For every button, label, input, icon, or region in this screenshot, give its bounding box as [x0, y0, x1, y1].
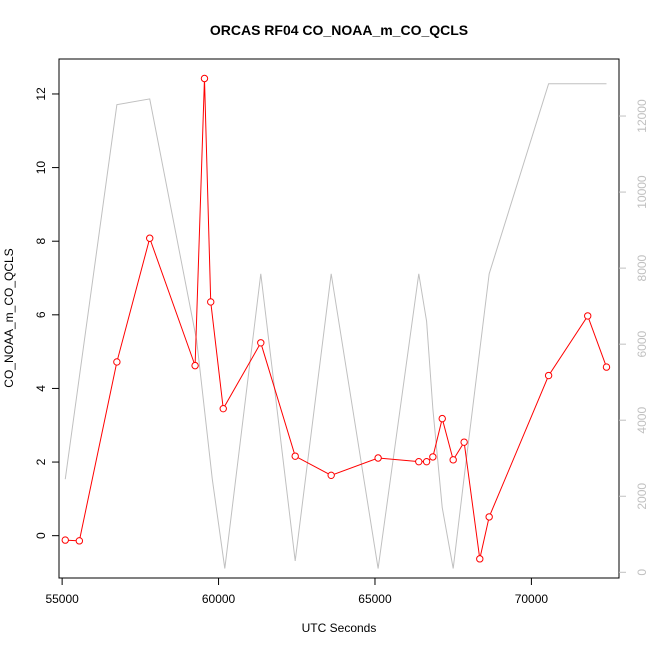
data-point	[544, 371, 553, 380]
data-point	[113, 358, 121, 366]
x-axis-label: UTC Seconds	[302, 621, 377, 635]
data-point	[460, 438, 468, 446]
x-tick-label: 70000	[515, 592, 549, 606]
data-point	[422, 457, 431, 466]
data-point	[219, 404, 227, 413]
y-tick-label: 2	[34, 458, 48, 465]
plot-area: 55000 60000 65000 70000 0 2 4 6 8 10 12 0 2000 4000 60…	[34, 58, 649, 606]
y-tick-label: 8	[34, 238, 48, 245]
y-tick-label: 4	[34, 385, 48, 392]
data-point	[584, 312, 592, 320]
chart-title: ORCAS RF04 CO_NOAA_m_CO_QCLS	[210, 22, 468, 38]
y-axis-label: CO_NOAA_m_CO_QCLS	[2, 248, 16, 387]
y2-tick-label: 2000	[635, 483, 649, 510]
plot-frame	[58, 58, 620, 579]
y-tick-label: 6	[34, 311, 48, 318]
data-point	[191, 361, 199, 370]
y2-tick-label: 10000	[635, 175, 649, 209]
y-tick-label: 12	[34, 87, 48, 101]
data-point	[476, 555, 484, 563]
x-tick-label: 60000	[202, 592, 236, 606]
data-point	[146, 234, 154, 242]
y2-tick-label: 4000	[635, 407, 649, 434]
data-point	[415, 457, 423, 466]
data-point	[449, 456, 457, 464]
y-tick-label: 0	[34, 532, 48, 539]
data-point	[257, 339, 265, 347]
data-point	[374, 454, 382, 462]
data-point	[200, 74, 209, 83]
data-point	[75, 537, 84, 545]
data-point	[438, 414, 446, 423]
y2-tick-label: 0	[635, 569, 649, 576]
data-point	[602, 363, 611, 371]
y2-tick-label: 12000	[635, 99, 649, 133]
x-tick-label: 65000	[358, 592, 392, 606]
data-point	[485, 513, 493, 521]
x-tick-label: 55000	[45, 592, 79, 606]
data-point	[327, 471, 335, 480]
data-point	[61, 536, 69, 544]
series-line-left	[65, 78, 607, 559]
y2-tick-label: 8000	[635, 254, 649, 281]
data-point	[429, 453, 437, 461]
data-point	[207, 298, 215, 306]
y2-tick-label: 6000	[635, 330, 649, 357]
y-tick-label: 10	[34, 161, 48, 175]
data-point	[291, 452, 299, 460]
series-line-right	[64, 83, 607, 569]
